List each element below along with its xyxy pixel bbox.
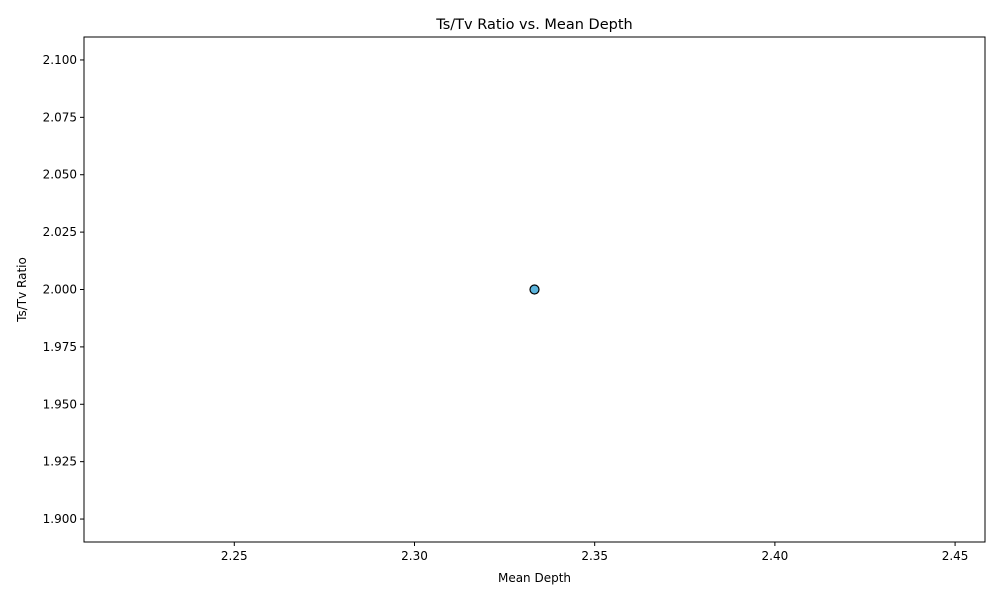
y-tick-label: 2.100 [43,53,77,67]
y-tick-label: 1.975 [43,340,77,354]
x-axis-label: Mean Depth [498,571,571,585]
x-axis: 2.25 2.30 2.35 2.40 2.45 [221,542,969,563]
y-axis: 1.900 1.925 1.950 1.975 2.000 2.025 2.050 2.075… [43,53,84,526]
y-tick-label: 1.900 [43,512,77,526]
x-tick-label: 2.40 [762,549,789,563]
y-tick-label: 1.950 [43,397,77,411]
x-tick-label: 2.45 [942,549,969,563]
y-tick-label: 2.050 [43,168,77,182]
x-tick-label: 2.25 [221,549,248,563]
y-tick-label: 2.025 [43,225,77,239]
x-tick-label: 2.30 [401,549,428,563]
y-axis-label: Ts/Tv Ratio [15,257,29,323]
y-tick-label: 2.075 [43,110,77,124]
chart-title: Ts/Tv Ratio vs. Mean Depth [435,17,632,33]
data-points [529,284,540,295]
y-tick-label: 1.925 [43,455,77,469]
y-tick-label: 2.000 [43,283,77,297]
scatter-point [529,284,540,295]
x-tick-label: 2.35 [581,549,608,563]
